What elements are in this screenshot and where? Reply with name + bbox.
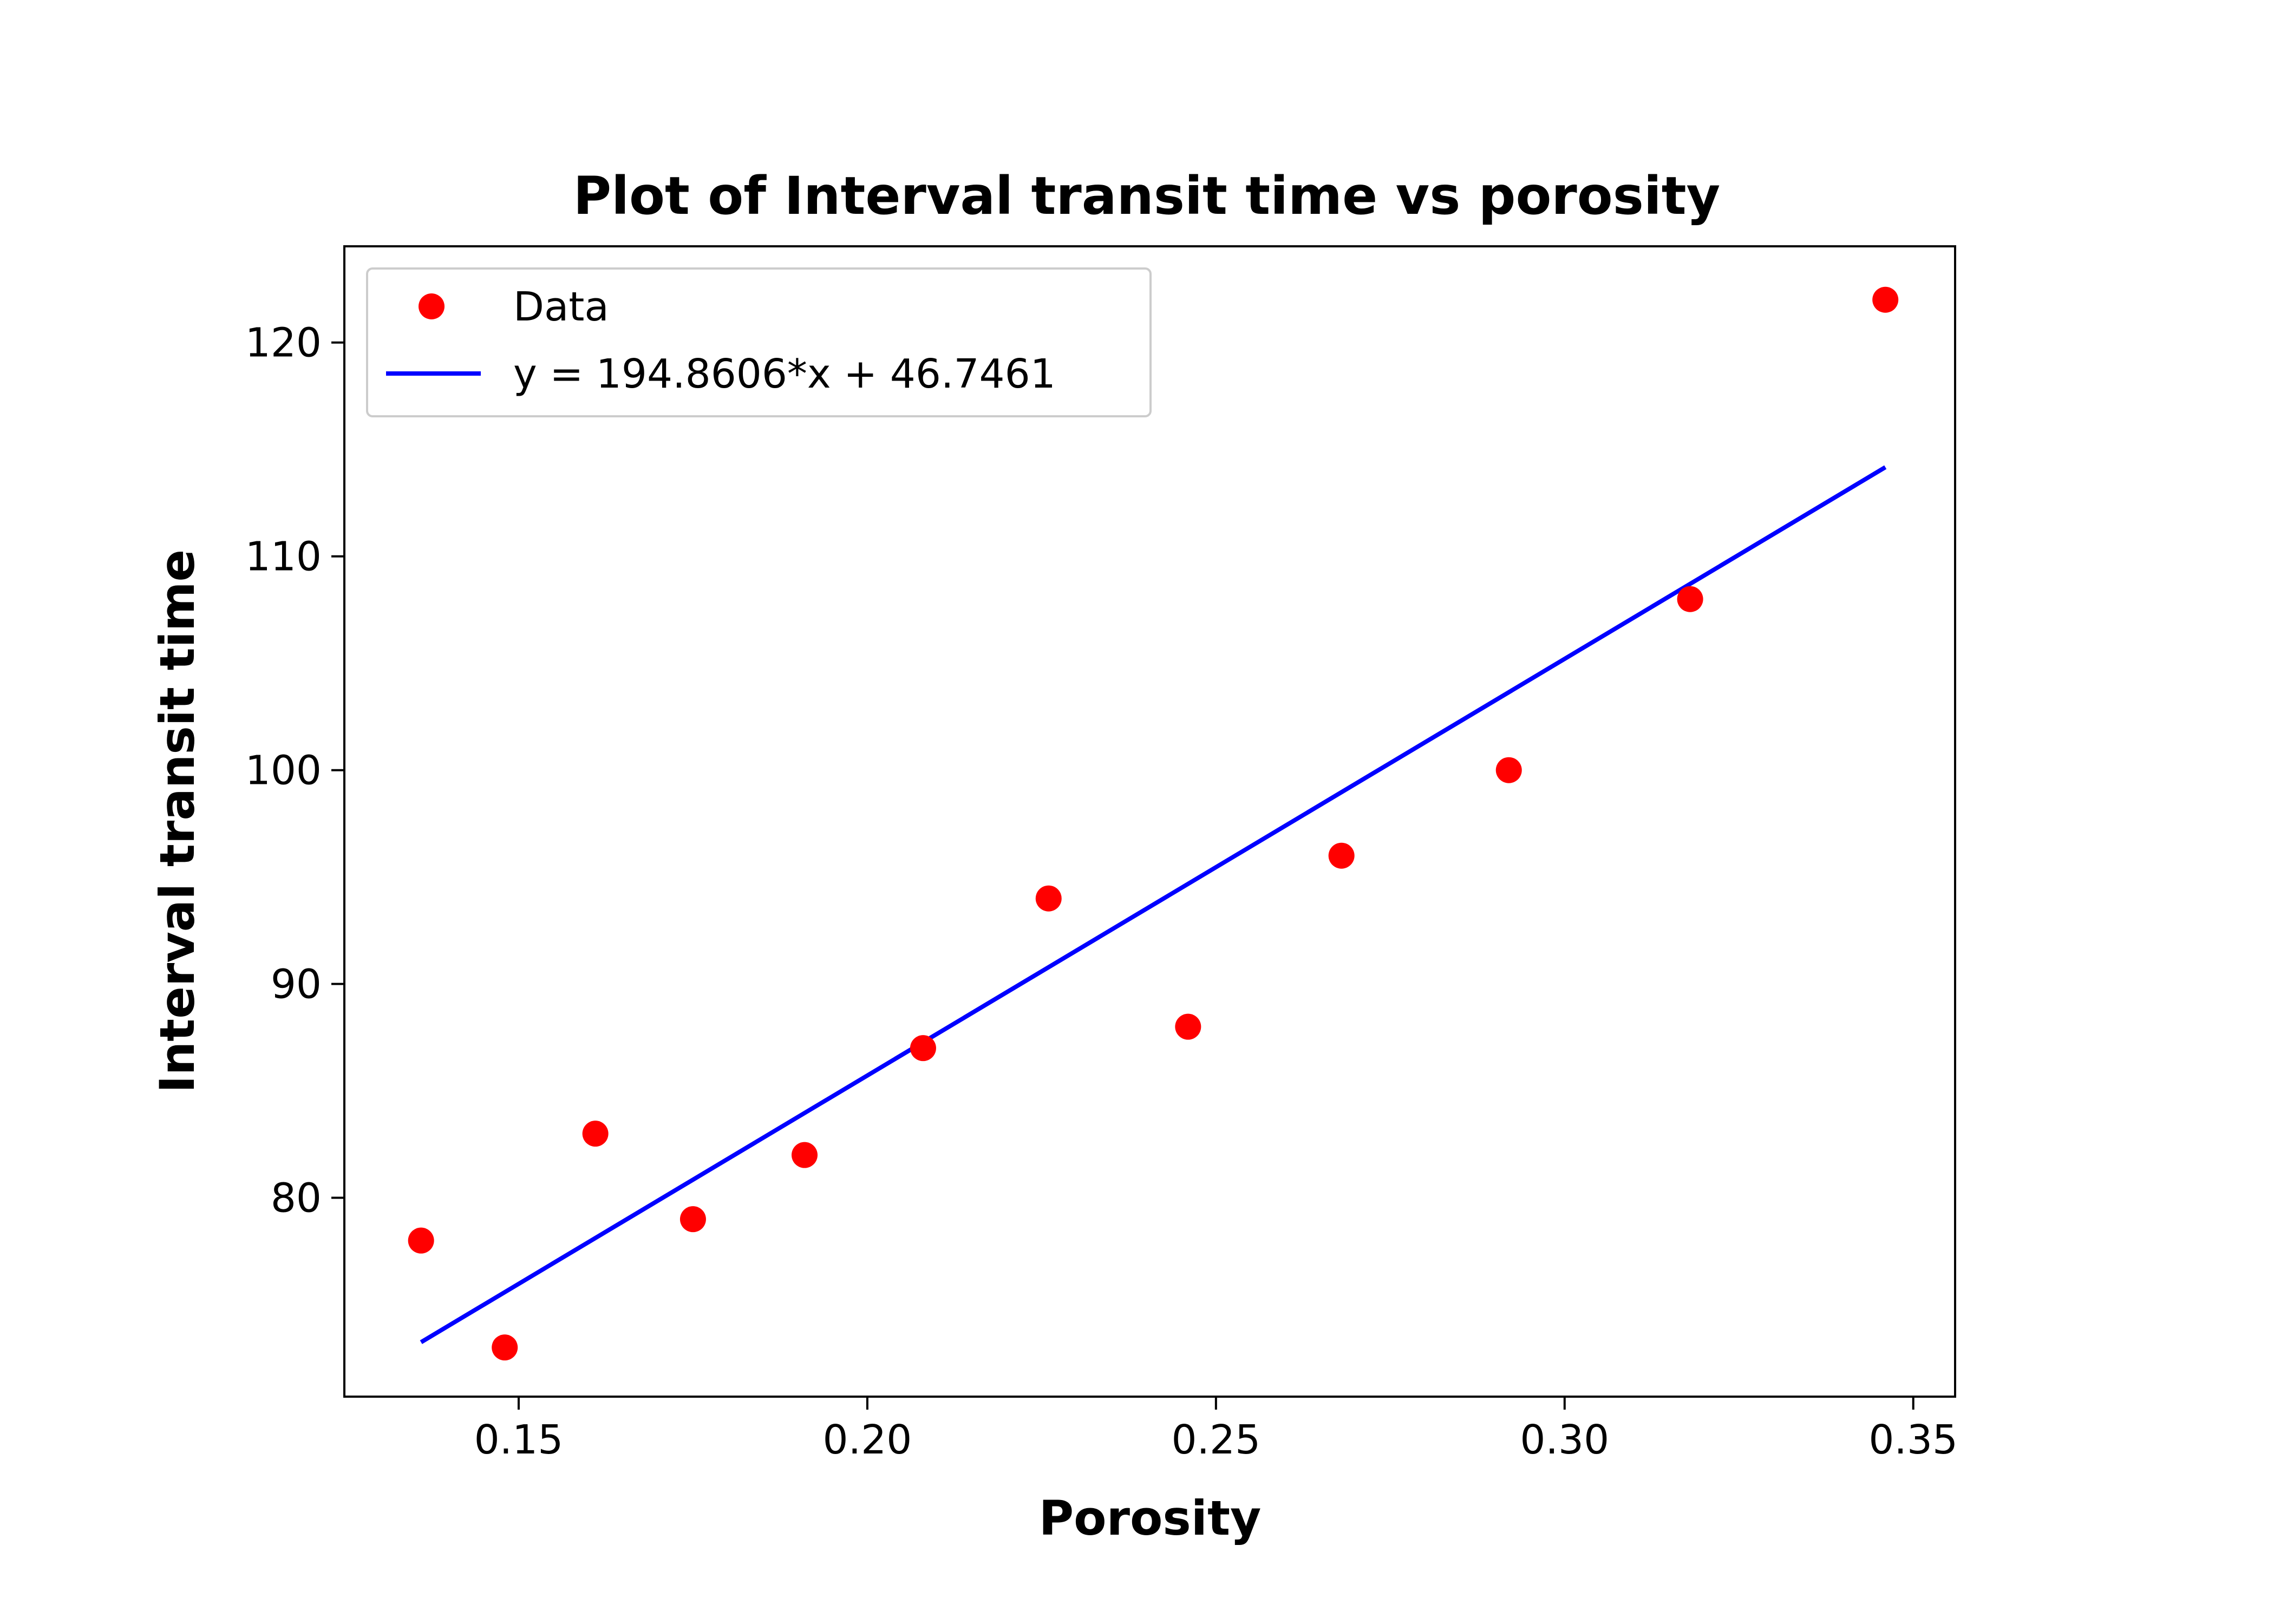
data-point [1035,885,1062,912]
y-axis-ticks: 80 90 100 110 120 [245,320,344,1222]
regression-line-group [420,465,1887,1344]
data-point [679,1206,706,1233]
x-tick-label: 0.15 [474,1417,564,1463]
legend-box [366,267,1152,417]
y-tick-label: 90 [271,961,322,1008]
y-tick-label: 80 [271,1175,322,1222]
legend-marker-data [419,293,445,319]
data-point [910,1035,936,1062]
x-tick-label: 0.35 [1868,1417,1958,1463]
data-point [492,1334,518,1361]
x-tick-label: 0.25 [1171,1417,1260,1463]
regression-line [420,465,1887,1344]
legend-label-data: Data [513,284,609,330]
data-point [1677,586,1703,612]
data-point [1175,1013,1201,1040]
x-axis-label: Porosity [1039,1490,1262,1546]
y-axis-label: Interval transit time [149,549,205,1093]
y-tick-label: 100 [245,748,322,794]
data-points [408,286,1899,1361]
data-point [408,1227,434,1254]
x-axis-ticks: 0.15 0.20 0.25 0.30 0.35 [474,1397,1958,1463]
x-tick-label: 0.20 [823,1417,912,1463]
x-tick-label: 0.30 [1520,1417,1609,1463]
data-point [1872,286,1899,313]
y-tick-label: 110 [245,534,322,580]
legend: Data y = 194.8606*x + 46.7461 [366,267,1152,417]
legend-label-fit-line: y = 194.8606*x + 46.7461 [513,351,1056,397]
data-point [1495,757,1522,783]
data-point [582,1121,609,1147]
chart-title: Plot of Interval transit time vs porosit… [573,166,1720,226]
plot-area-frame [343,245,1956,1398]
y-tick-label: 120 [245,320,322,366]
data-point [1328,842,1355,869]
data-point [792,1142,818,1168]
